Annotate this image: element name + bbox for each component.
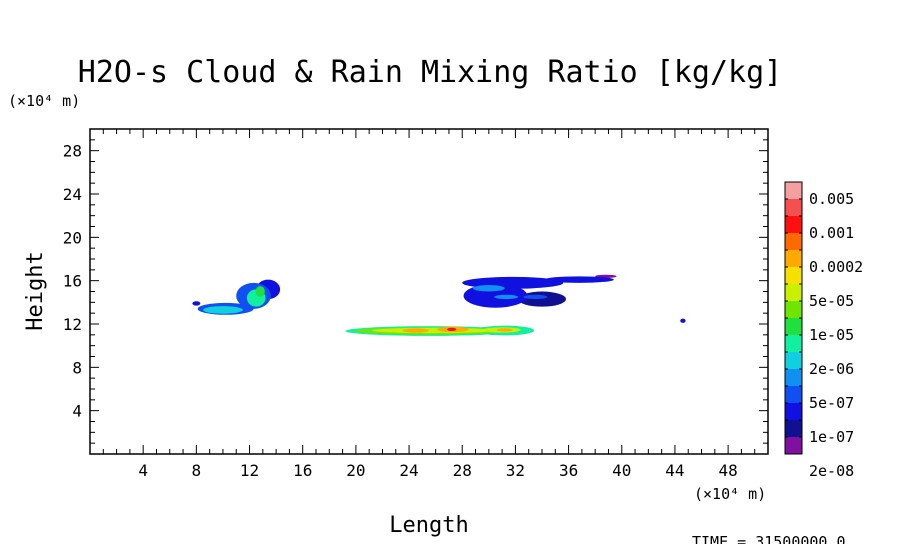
cloud-region-4 xyxy=(680,318,686,323)
colorbar-swatch xyxy=(785,318,802,336)
y-tick-label: 20 xyxy=(63,228,82,247)
colorbar-swatch xyxy=(785,250,802,268)
cloud-region-3 xyxy=(462,274,617,308)
y-tick-label: 4 xyxy=(72,402,82,421)
x-tick-label: 8 xyxy=(192,461,202,480)
cloud-cell xyxy=(203,306,243,314)
x-tick-label: 32 xyxy=(506,461,525,480)
time-label: TIME = 31500000.0 xyxy=(692,533,846,544)
x-tick-label: 24 xyxy=(399,461,418,480)
cloud-cell xyxy=(544,276,614,283)
colorbar-label: 1e-07 xyxy=(809,428,854,446)
x-axis-label: Length xyxy=(389,513,468,538)
colorbar-swatch xyxy=(785,301,802,319)
cloud-cell xyxy=(494,294,519,300)
colorbar-swatch xyxy=(785,352,802,370)
colorbar-swatch xyxy=(785,335,802,353)
colorbar-swatch xyxy=(785,267,802,285)
colorbar-label: 2e-06 xyxy=(809,360,854,378)
plot-area xyxy=(192,274,686,336)
colorbar-label: 0.001 xyxy=(809,224,854,242)
y-tick-label: 8 xyxy=(72,358,82,377)
colorbar-swatch xyxy=(785,233,802,251)
colorbar-swatch xyxy=(785,369,802,387)
cloud-region-2 xyxy=(345,325,535,336)
y-tick-label: 28 xyxy=(63,142,82,161)
cloud-cell xyxy=(680,318,686,323)
colorbar-swatch xyxy=(785,386,802,404)
colorbar-swatch xyxy=(785,182,802,200)
cloud-cell xyxy=(523,294,548,300)
y-axis-unit: (×10⁴ m) xyxy=(8,92,80,110)
x-tick-label: 44 xyxy=(665,461,684,480)
cloud-cell xyxy=(402,328,429,333)
cloud-cell xyxy=(192,301,201,306)
cloud-cell xyxy=(472,285,505,292)
colorbar-swatch xyxy=(785,437,802,455)
x-tick-label: 12 xyxy=(240,461,259,480)
colorbar-swatch xyxy=(785,199,802,217)
colorbar-swatch xyxy=(785,284,802,302)
y-tick-label: 12 xyxy=(63,315,82,334)
colorbar-label: 5e-05 xyxy=(809,292,854,310)
cloud-cell xyxy=(255,286,265,297)
y-tick-label: 16 xyxy=(63,272,82,291)
colorbar-label: 2e-08 xyxy=(809,462,854,480)
x-tick-label: 20 xyxy=(346,461,365,480)
chart-title: H2O-s Cloud & Rain Mixing Ratio [kg/kg] xyxy=(78,55,782,90)
colorbar-label: 0.005 xyxy=(809,190,854,208)
y-axis-label: Height xyxy=(23,251,48,330)
x-axis-unit: (×10⁴ m) xyxy=(694,485,766,503)
x-tick-label: 48 xyxy=(718,461,737,480)
colorbar-swatch xyxy=(785,403,802,421)
colorbar: 0.005 0.001 0.0002 5e-05 1e-05 2e-06 5e-07 1e-0… xyxy=(784,181,863,480)
y-tick-label: 24 xyxy=(63,185,82,204)
colorbar-label: 5e-07 xyxy=(809,394,854,412)
colorbar-swatch xyxy=(785,216,802,234)
x-tick-label: 36 xyxy=(559,461,578,480)
colorbar-label: 0.0002 xyxy=(809,258,863,276)
plot-frame xyxy=(89,128,769,455)
x-tick-label: 28 xyxy=(453,461,472,480)
cloud-cell xyxy=(496,328,513,332)
cloud-region-1 xyxy=(192,279,281,315)
cloud-cell xyxy=(446,327,457,332)
x-tick-label: 4 xyxy=(138,461,148,480)
x-tick-label: 16 xyxy=(293,461,312,480)
colorbar-label: 1e-05 xyxy=(809,326,854,344)
cloud-cell xyxy=(371,327,495,334)
x-tick-label: 40 xyxy=(612,461,631,480)
colorbar-swatch xyxy=(785,420,802,438)
